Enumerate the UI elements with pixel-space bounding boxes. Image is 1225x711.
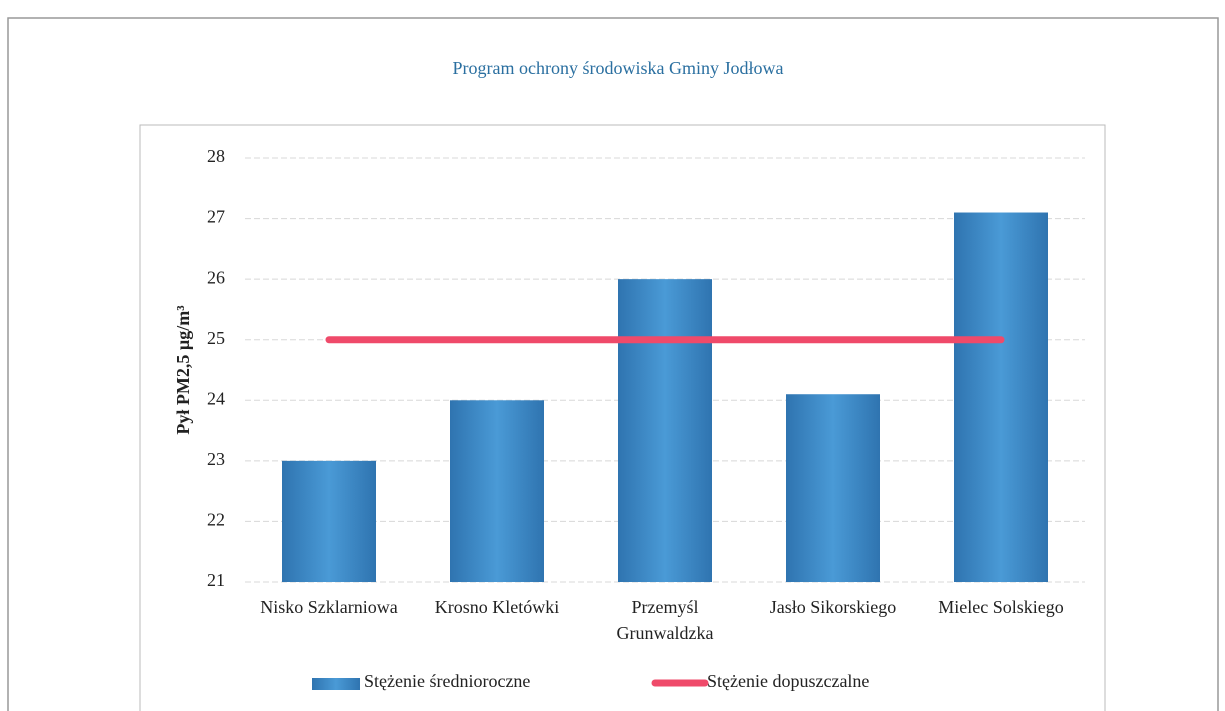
- bar: [282, 460, 376, 582]
- bar: [450, 400, 544, 582]
- bar: [618, 279, 712, 582]
- y-tick-label: 28: [207, 146, 225, 166]
- bar: [954, 212, 1048, 582]
- y-tick-label: 23: [207, 449, 225, 469]
- x-tick-label: Nisko Szklarniowa: [260, 597, 398, 617]
- legend-swatch: [312, 678, 360, 690]
- y-tick-label: 24: [207, 388, 225, 408]
- x-tick-label: Mielec Solskiego: [938, 597, 1064, 617]
- x-tick-label: Przemyśl Grunwaldzka: [616, 597, 714, 643]
- bar: [786, 394, 880, 582]
- page-frame: [7, 17, 1219, 711]
- y-axis-label: Pył PM2,5 µg/m³: [173, 305, 193, 435]
- y-tick-label: 22: [207, 510, 225, 530]
- x-tick-label: Jasło Sikorskiego: [769, 597, 897, 617]
- y-tick-label: 27: [207, 207, 225, 227]
- chart-title: Program ochrony środowiska Gminy Jodłowa: [453, 58, 784, 78]
- y-tick-label: 26: [207, 267, 225, 287]
- legend-label: Stężenie średnioroczne: [364, 671, 530, 691]
- y-tick-label: 21: [207, 570, 225, 590]
- chart-frame: [139, 124, 1106, 711]
- x-tick-label: Krosno Kletówki: [434, 597, 560, 617]
- y-tick-label: 25: [207, 328, 225, 348]
- legend-label: Stężenie dopuszczalne: [707, 671, 869, 691]
